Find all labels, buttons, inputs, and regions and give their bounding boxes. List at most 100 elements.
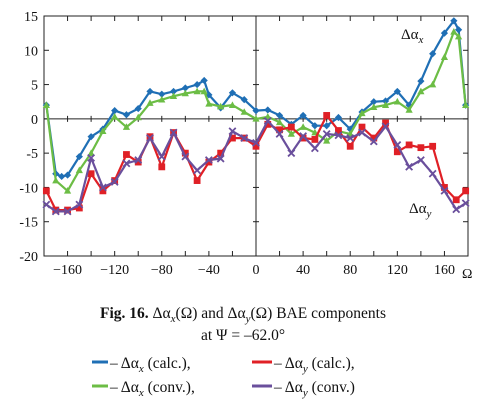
x-tick-label: −80 [151, 263, 173, 278]
data-point-day_calc [462, 187, 470, 195]
data-point-dax_calc [381, 97, 390, 105]
data-point-dax_calc [275, 111, 284, 120]
data-point-day_conv [299, 132, 308, 140]
data-point-day_calc [346, 142, 354, 150]
data-point-dax_calc [200, 76, 208, 85]
data-point-day_conv [63, 207, 72, 216]
annotation-day: Δαy [409, 201, 432, 220]
data-point-dax_calc [75, 152, 83, 161]
data-point-dax_conv [99, 127, 107, 134]
legend-label-dax-conv: – Δαx (conv.), [109, 379, 195, 399]
x-tick-label: 40 [296, 263, 310, 278]
y-tick-label: 0 [31, 113, 38, 128]
x-tick-label: 0 [253, 263, 260, 278]
data-point-dax_conv [205, 99, 213, 107]
series-day_conv [42, 116, 470, 216]
data-point-day_calc [370, 134, 378, 142]
data-point-dax_conv [134, 113, 142, 121]
data-point-day_calc [429, 142, 437, 150]
data-point-dax_calc [252, 107, 260, 115]
data-point-dax_conv [299, 123, 307, 130]
data-point-dax_conv [158, 95, 166, 103]
data-point-day_calc [158, 163, 166, 171]
data-point-dax_calc [440, 29, 449, 37]
data-point-dax_conv [200, 87, 208, 95]
data-point-dax_conv [454, 32, 463, 40]
y-tick-label: -15 [19, 216, 38, 231]
y-tick-label: -5 [26, 147, 38, 162]
data-point-day_calc [146, 133, 154, 141]
legend: – Δαx (calc.), – Δαy (calc.), – Δαx (con… [92, 355, 355, 399]
figure-caption-line1: Fig. 16. Δαx(Ω) and Δαy(Ω) BAE component… [100, 305, 386, 325]
data-point-day_conv [381, 122, 390, 131]
data-point-day_conv [87, 154, 96, 162]
data-point-day_conv [369, 137, 378, 146]
data-point-dax_conv [358, 109, 366, 117]
data-point-day_conv [122, 159, 131, 168]
data-point-day_conv [461, 199, 470, 208]
legend-label-day-calc: – Δαy (calc.), [273, 355, 355, 375]
data-point-day_conv [416, 156, 425, 164]
data-point-dax_conv [440, 53, 449, 60]
data-point-day_calc [64, 206, 71, 214]
data-point-day_conv [98, 183, 107, 192]
data-point-dax_calc [323, 122, 331, 130]
data-point-day_calc [252, 142, 260, 150]
data-point-day_calc [441, 184, 448, 191]
data-point-day_calc [299, 134, 307, 142]
data-point-day_calc [264, 120, 272, 128]
series-dax_conv [42, 27, 470, 194]
data-point-dax_calc [146, 87, 154, 96]
data-point-dax_conv [370, 103, 378, 110]
data-point-dax_calc [158, 90, 166, 98]
data-point-day_conv [146, 134, 154, 142]
data-point-day_calc [405, 141, 413, 149]
data-point-dax_conv [63, 187, 72, 194]
data-point-dax_calc [454, 26, 463, 34]
data-point-dax_conv [405, 106, 413, 113]
data-point-day_conv [358, 128, 366, 137]
data-point-dax_calc [450, 17, 458, 25]
data-point-day_calc [42, 187, 50, 195]
series-line-dax_calc [45, 19, 467, 178]
y-tick-label: 5 [31, 79, 38, 94]
data-point-dax_calc [429, 50, 437, 58]
data-point-dax_conv [462, 101, 470, 108]
data-point-day_calc [358, 123, 366, 131]
data-point-day_calc [181, 149, 189, 157]
data-point-day_conv [252, 138, 260, 147]
data-point-day_calc [382, 119, 389, 127]
y-tick-label: -20 [19, 250, 38, 265]
x-tick-label: 160 [434, 263, 455, 278]
x-tick-label: −160 [53, 263, 82, 278]
data-point-dax_conv [75, 166, 83, 174]
data-point-day_conv [169, 128, 178, 137]
data-point-dax_calc [311, 122, 319, 130]
data-point-dax_conv [323, 137, 331, 144]
data-point-dax_conv [193, 87, 201, 95]
series-layer [42, 17, 470, 216]
data-point-day_calc [287, 123, 295, 131]
data-point-dax_calc [193, 80, 201, 89]
data-point-dax_conv [417, 87, 425, 95]
y-tick-label: -10 [19, 181, 38, 196]
data-point-dax_conv [228, 101, 237, 108]
data-point-day_calc [452, 196, 460, 204]
data-point-dax_conv [252, 115, 260, 122]
data-point-dax_conv [146, 99, 154, 106]
data-point-day_conv [240, 134, 249, 142]
data-point-day_conv [440, 186, 449, 195]
y-tick-label: 10 [24, 44, 38, 59]
data-point-dax_conv [275, 118, 284, 126]
data-point-day_conv [393, 140, 402, 149]
data-point-dax_calc [58, 172, 66, 181]
data-point-day_conv [346, 134, 355, 142]
x-tick-label: 120 [387, 263, 408, 278]
legend-label-day-conv: – Δαy (conv.) [273, 379, 355, 399]
annotation-dax: Δαx [401, 27, 424, 46]
data-point-dax_calc [264, 106, 272, 114]
data-point-day_conv [110, 178, 119, 186]
data-point-day_conv [287, 149, 296, 158]
data-point-dax_conv [393, 97, 401, 105]
data-point-dax_calc [240, 96, 248, 104]
